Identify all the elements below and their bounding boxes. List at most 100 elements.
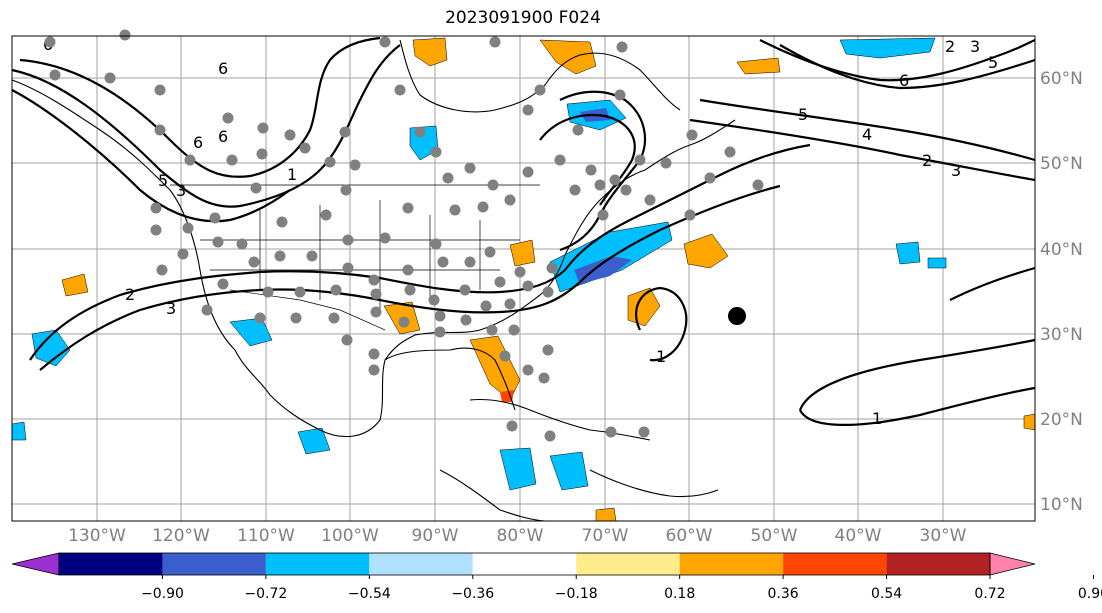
lon-label: 110°W [237, 526, 295, 546]
station-dot [704, 172, 716, 184]
colorbar-bin [369, 553, 473, 575]
station-dot [638, 426, 650, 438]
contour-label: 2 [922, 151, 932, 170]
shade-positive [509, 239, 536, 267]
station-dot [546, 262, 558, 274]
lat-label: 10°N [1040, 495, 1083, 515]
lon-label: 50°W [751, 526, 798, 546]
station-dot [616, 41, 628, 53]
station-dot [394, 84, 406, 96]
station-dot [379, 232, 391, 244]
station-dot [254, 312, 266, 324]
station-dot [49, 69, 61, 81]
colorbar-label: −0.18 [555, 586, 598, 602]
station-dot [320, 209, 332, 221]
contour-label: 2 [125, 285, 135, 304]
figure-title: 2023091900 F024 [445, 8, 601, 28]
shade-positive [595, 507, 617, 522]
station-dot [430, 146, 442, 158]
station-dot [487, 179, 499, 191]
station-dot [349, 159, 361, 171]
station-dot [328, 312, 340, 324]
station-dot [274, 250, 286, 262]
latitude-labels: 60°N 50°N 40°N 30°N 20°N 10°N [1040, 69, 1083, 515]
station-dot [294, 286, 306, 298]
station-dot [154, 84, 166, 96]
map-frame [11, 35, 1036, 522]
colorbar-label: 0.72 [974, 586, 1005, 602]
station-dot [506, 420, 518, 432]
shade-positive [1023, 413, 1036, 431]
station-dot [464, 256, 476, 268]
station-dot [398, 316, 410, 328]
station-dot [644, 194, 656, 206]
lat-label: 20°N [1040, 410, 1083, 430]
shade-negative [839, 37, 936, 59]
station-dot [150, 202, 162, 214]
station-dot [44, 36, 56, 48]
station-dot [634, 154, 646, 166]
shade-negative [297, 427, 331, 455]
station-dot [184, 154, 196, 166]
station-dot [477, 201, 489, 213]
station-dot [449, 204, 461, 216]
station-dot [724, 146, 736, 158]
station-dot [177, 248, 189, 260]
station-dot [486, 324, 498, 336]
contour-label: 5 [798, 105, 808, 124]
station-dot [248, 256, 260, 268]
station-dot [594, 179, 606, 191]
contour-label: 6 [193, 133, 203, 152]
station-dot [504, 298, 516, 310]
station-dot [544, 430, 556, 442]
shade-negative [499, 447, 537, 491]
colorbar-bin [472, 553, 577, 575]
shade-positive [61, 273, 89, 297]
station-dot [572, 124, 584, 136]
station-dot [508, 324, 520, 336]
station-dot [414, 126, 426, 138]
colorbar-bin [679, 553, 784, 575]
colorbar-max-extend [989, 552, 1036, 576]
station-dot [430, 238, 442, 250]
station-dot [182, 222, 194, 234]
station-dot [499, 350, 511, 362]
station-dot [290, 312, 302, 324]
station-dot [614, 89, 626, 101]
station-dot [605, 426, 617, 438]
contour-label: 2 [945, 37, 955, 56]
station-dot [256, 148, 268, 160]
station-dot [330, 284, 342, 296]
station-dot [236, 238, 248, 250]
station-dot [212, 236, 224, 248]
lon-label: 60°W [666, 526, 713, 546]
station-dot [340, 184, 352, 196]
colorbar-label: −0.54 [348, 586, 391, 602]
contours [11, 36, 1036, 426]
lon-label: 120°W [152, 526, 210, 546]
colorbar-label: −0.36 [451, 586, 494, 602]
station-dot [459, 284, 471, 296]
station-markers [44, 29, 764, 442]
station-dot [460, 314, 472, 326]
longitude-labels: 130°W 120°W 110°W 100°W 90°W 80°W 70°W 60°W 50°W… [68, 526, 967, 546]
station-dot [464, 162, 476, 174]
station-dot [437, 256, 449, 268]
lat-label: 30°N [1040, 325, 1083, 345]
colorbar-bin [265, 553, 370, 575]
shade-negative [895, 241, 921, 265]
shade-positive [412, 37, 448, 67]
lon-label: 30°W [920, 526, 967, 546]
station-dot [217, 278, 229, 290]
lon-label: 90°W [412, 526, 459, 546]
shade-strong-positive [500, 390, 514, 402]
shade-positive [539, 39, 597, 75]
contour-label: 6 [218, 59, 228, 78]
lon-label: 70°W [582, 526, 629, 546]
station-dot [257, 122, 269, 134]
shade-positive [469, 335, 521, 401]
contour-label: 1 [287, 165, 297, 184]
shade-negative [549, 451, 589, 491]
shade-positive [736, 57, 781, 75]
station-dot [342, 262, 354, 274]
